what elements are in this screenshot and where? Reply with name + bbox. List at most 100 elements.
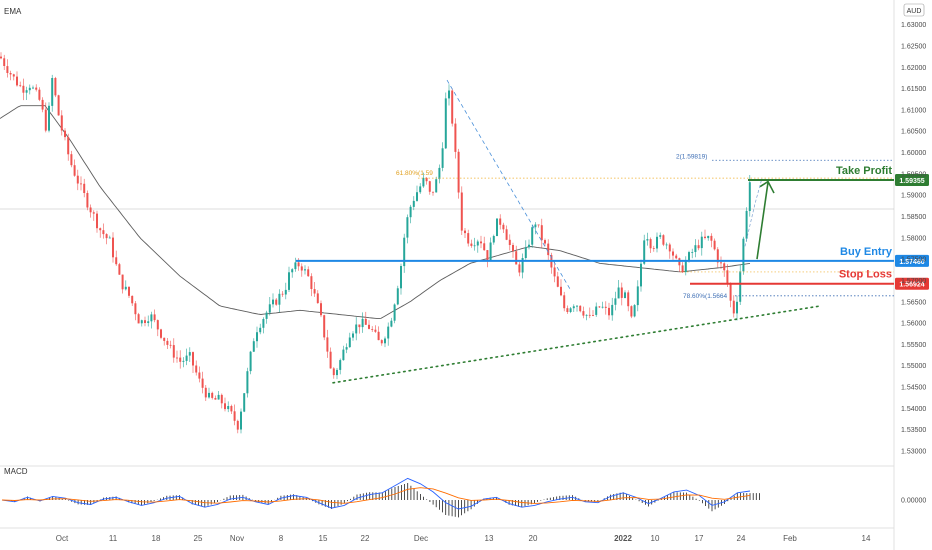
candle-body [390,320,393,327]
candle-body [195,365,198,373]
candle-body [112,237,114,258]
candle-body [272,299,274,305]
time-tick-label: 17 [695,534,704,543]
candle-body [179,357,182,362]
candle-body [41,99,44,110]
level-price-label: 1.59355 [899,178,924,185]
candle-body [128,286,130,296]
fib-label-mid: 61.80%(1.59 [396,170,433,177]
candle-body [579,305,582,312]
candle-body [486,250,489,262]
candle-body [665,244,668,246]
candle-body [144,320,146,323]
time-tick-label: 8 [279,534,284,543]
candle-body [332,368,335,376]
candle-body [278,293,281,305]
candle-body [121,274,124,290]
candle-body [416,192,418,201]
time-tick-label: 22 [361,534,370,543]
level-price-label: 1.56924 [899,282,924,289]
candle-body [67,137,70,155]
candle-body [681,265,684,273]
currency-label[interactable]: AUD [907,8,922,15]
candle-body [291,269,294,273]
price-tick-label: 1.59500 [901,171,926,178]
candle-body [182,360,185,362]
candle-body [576,305,578,307]
macd-title[interactable]: MACD [4,467,28,476]
candle-body [460,192,463,231]
candle-body [256,332,258,342]
candle-body [243,393,246,412]
candle-body [70,154,73,166]
time-axis[interactable]: Oct 11 18 25 Nov 8 15 22 Dec 13 20 2022 10 17 24 Feb 14 [0,527,894,543]
candle-body [604,306,607,308]
candle-body [76,175,79,184]
candle-body [323,315,326,338]
candle-body [448,90,450,99]
candle-body [547,243,550,256]
candle-body [396,288,399,305]
time-tick-label: Dec [414,534,428,543]
candle-body [563,295,566,309]
candle-body [745,210,748,239]
candle-body [540,225,543,241]
price-tick-label: 1.54500 [901,385,926,392]
candle-body [374,329,377,332]
candle-body [633,305,636,317]
candle-body [428,181,431,192]
candle-body [553,267,556,277]
candle-body [224,403,226,410]
candle-body [204,387,207,398]
candle-body [201,378,204,388]
candle-body [467,233,470,244]
candle-body [57,95,60,116]
time-tick-label: 10 [651,534,660,543]
candle-body [134,303,137,315]
candle-body [236,420,239,430]
candle-body [246,371,249,394]
candle-body [502,224,505,230]
trade-levels: Take Profit 1.59355 Buy Entry 1.57460 Stop L… [296,165,929,290]
price-tick-label: 1.58500 [901,214,926,221]
candle-body [454,123,457,152]
candle-body [582,311,585,316]
candle-body [172,345,175,358]
price-tick-label: 1.57500 [901,257,926,264]
price-tick-label: 1.57000 [901,278,926,285]
candle-body [320,303,322,316]
candle-body [531,227,534,245]
candle-body [64,130,66,138]
candle-body [281,293,284,295]
price-axis[interactable]: 1.63000 1.62500 1.62000 1.61500 1.61000 1.605… [901,22,926,455]
candle-body [329,351,332,369]
candle-body [496,218,498,236]
candle-body [652,248,655,249]
candle-body [646,239,649,241]
candle-body [451,90,454,124]
candle-body [614,298,617,305]
indicator-label[interactable]: EMA [4,7,22,16]
candle-body [32,87,34,89]
candle-body [723,263,726,271]
candle-body [489,242,492,262]
candle-body [473,245,476,247]
ema-line [0,105,751,320]
price-tick-label: 1.60500 [901,129,926,136]
currency-badge[interactable] [903,3,925,17]
candle-body [80,183,82,185]
level-name: Buy Entry [840,246,893,258]
candle-body [643,240,646,264]
candle-body [608,307,610,316]
candle-body [339,360,342,370]
candle-body [630,306,633,317]
time-tick-label: 11 [109,534,118,543]
candle-body [627,292,630,307]
candle-body [25,90,28,93]
candle-body [387,326,390,339]
candle-body [729,283,732,301]
candle-body [595,306,598,315]
price-tick-label: 1.61000 [901,107,926,114]
macd-line [1,477,751,510]
